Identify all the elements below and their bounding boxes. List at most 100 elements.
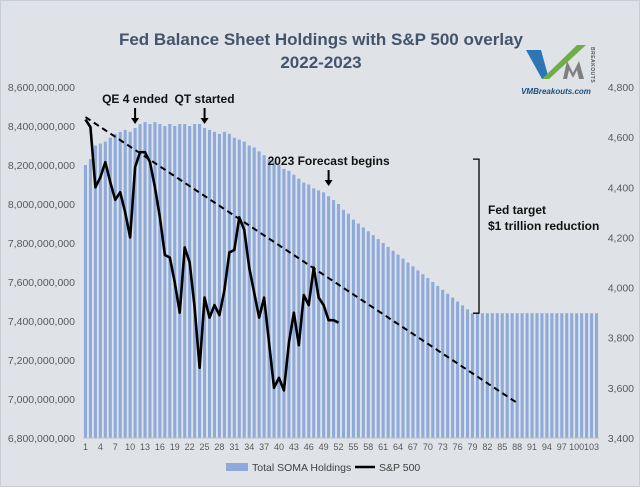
- x-tick-label: 100: [569, 442, 584, 452]
- sp500-line: [84, 118, 340, 392]
- soma-bar: [237, 139, 241, 438]
- soma-bar: [356, 223, 360, 438]
- soma-bar: [207, 129, 212, 438]
- right-tick-label: 3,600: [608, 383, 634, 395]
- soma-bar: [317, 190, 321, 438]
- soma-bar: [183, 124, 187, 439]
- soma-bar: [272, 161, 276, 438]
- soma-bar: [411, 266, 415, 438]
- x-tick-label: 61: [378, 442, 388, 452]
- right-axis: 4,800 4,600 4,400 4,200 4,000 3,800 3,600 3,400: [608, 82, 634, 445]
- logo-url: VMBreakouts.com: [521, 87, 591, 96]
- soma-bar: [346, 213, 350, 438]
- soma-bar: [128, 131, 132, 438]
- right-tick-label: 4,400: [608, 182, 634, 194]
- x-tick-label: 13: [140, 442, 150, 452]
- x-tick-label: 10: [125, 442, 135, 452]
- legend-label-sp500: S&P 500: [379, 462, 420, 474]
- x-tick-label: 67: [408, 442, 418, 452]
- target-bracket: [473, 158, 480, 314]
- x-tick-label: 94: [542, 442, 552, 452]
- x-tick-label: 37: [259, 442, 269, 452]
- soma-bar: [297, 178, 301, 438]
- soma-bar: [366, 231, 370, 438]
- soma-bar: [386, 246, 390, 438]
- soma-bar: [227, 133, 231, 439]
- soma-bar: [257, 151, 261, 438]
- right-tick-label: 4,600: [608, 132, 634, 144]
- soma-bar: [446, 293, 450, 438]
- left-tick-label: 7,200,000,000: [8, 355, 75, 367]
- x-tick-label: 88: [512, 442, 522, 452]
- soma-bar: [520, 313, 524, 438]
- x-tick-label: 64: [393, 442, 403, 452]
- right-tick-label: 4,000: [608, 283, 634, 295]
- x-tick-label: 16: [155, 442, 165, 452]
- left-tick-label: 7,600,000,000: [8, 277, 75, 289]
- soma-bar: [302, 182, 306, 438]
- soma-bar: [590, 313, 594, 438]
- soma-bar: [391, 250, 395, 438]
- soma-bar: [247, 145, 251, 438]
- x-tick-label: 85: [497, 442, 507, 452]
- soma-bar: [550, 313, 554, 438]
- trend-line: [84, 116, 518, 404]
- soma-bar: [575, 313, 579, 438]
- soma-bar: [198, 124, 202, 439]
- soma-bar: [441, 289, 445, 438]
- soma-bar: [480, 313, 484, 438]
- soma-bar: [148, 124, 152, 439]
- chart-subtitle: 2022-2023: [280, 53, 361, 72]
- soma-bar: [371, 235, 375, 438]
- soma-bar: [540, 313, 544, 438]
- soma-bar: [406, 262, 410, 438]
- x-tick-label: 52: [334, 442, 344, 452]
- x-tick-label: 19: [170, 442, 180, 452]
- soma-bar: [456, 301, 460, 438]
- soma-bar: [570, 313, 574, 438]
- soma-bar: [322, 192, 326, 438]
- soma-bar: [510, 313, 514, 438]
- x-tick-label: 49: [319, 442, 329, 452]
- x-tick-label: 82: [482, 442, 492, 452]
- soma-bar: [426, 278, 430, 438]
- x-tick-label: 79: [467, 442, 477, 452]
- annotation-arrow-head: [131, 118, 140, 124]
- annotation-label: QE 4 ended: [102, 92, 168, 106]
- left-tick-label: 8,400,000,000: [8, 121, 75, 133]
- soma-bar: [580, 313, 584, 438]
- soma-bar: [98, 143, 102, 439]
- x-axis: 1 4 7 10 13 16 19 22 25 28 31 34 37 40 43 46 49 52 55 58 61 6…: [83, 437, 599, 452]
- soma-bar: [436, 285, 440, 438]
- x-tick-label: 1: [83, 442, 88, 452]
- soma-bar: [585, 313, 589, 438]
- x-tick-label: 46: [304, 442, 314, 452]
- soma-bar: [560, 313, 564, 438]
- soma-bar: [565, 313, 569, 438]
- x-tick-label: 58: [363, 442, 373, 452]
- soma-bar: [138, 124, 142, 439]
- soma-bar: [123, 129, 127, 438]
- soma-bar: [525, 313, 529, 438]
- vm-breakouts-logo: BREAKOUTS VMBreakouts.com: [521, 45, 595, 96]
- soma-bar: [376, 239, 380, 438]
- x-tick-label: 73: [438, 442, 448, 452]
- x-tick-label: 40: [274, 442, 284, 452]
- soma-bar: [470, 313, 475, 438]
- left-tick-label: 8,600,000,000: [8, 82, 75, 94]
- soma-bar: [401, 258, 405, 438]
- annotations: QE 4 ended QT started 2023 Forecast begins…: [102, 92, 599, 314]
- left-tick-label: 7,800,000,000: [8, 238, 75, 250]
- right-tick-label: 3,800: [608, 333, 634, 345]
- soma-bar: [307, 184, 311, 438]
- annotation-arrow-head: [324, 180, 333, 186]
- soma-bar: [143, 122, 147, 438]
- logo-m-body: [563, 61, 584, 79]
- soma-bar: [168, 124, 172, 439]
- annotation-label: 2023 Forecast begins: [268, 154, 390, 168]
- x-tick-label: 7: [113, 442, 118, 452]
- left-tick-label: 8,200,000,000: [8, 160, 75, 172]
- x-tick-label: 76: [453, 442, 463, 452]
